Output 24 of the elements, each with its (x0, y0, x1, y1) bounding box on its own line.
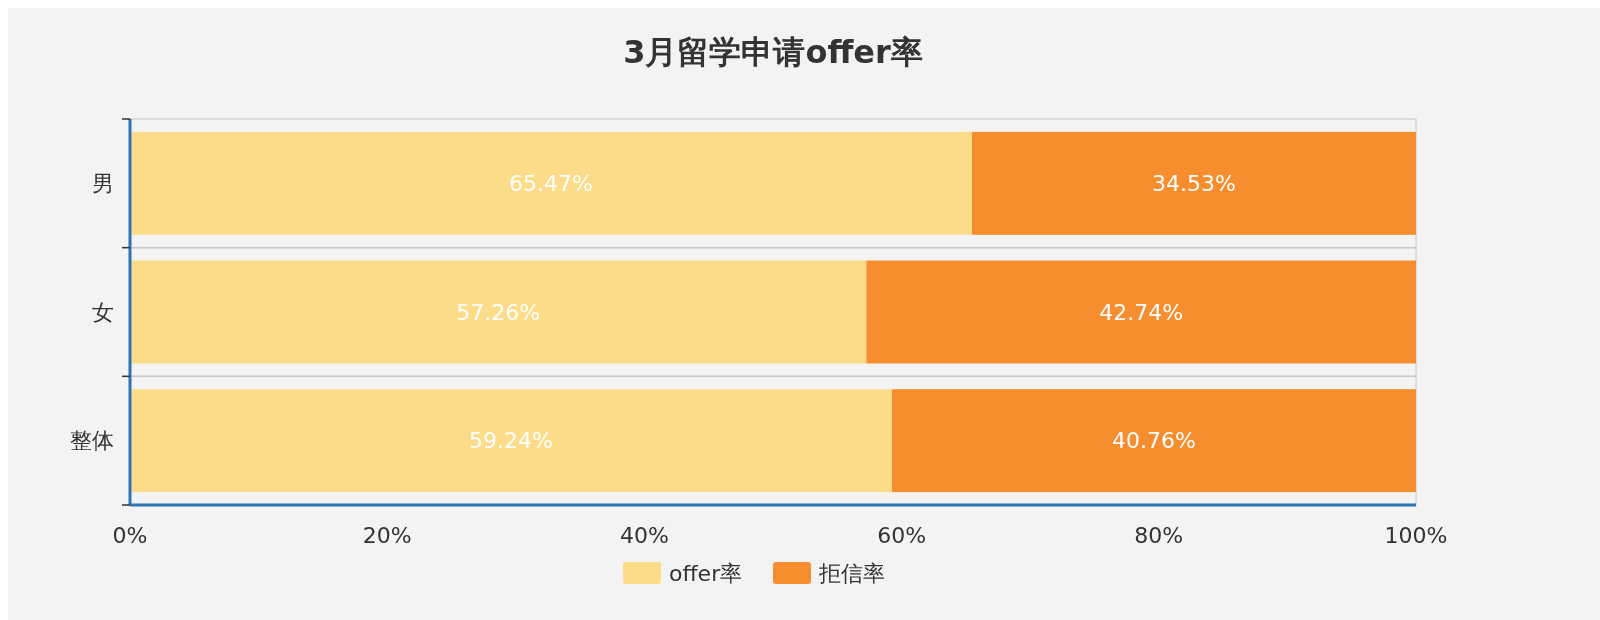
bar (971, 131, 1416, 235)
legend-label: offer率 (669, 560, 743, 586)
y-tick-label: 女 (92, 299, 114, 325)
bar (891, 389, 1416, 493)
x-tick-label: 100% (1384, 523, 1448, 548)
data-label: 34.53% (1152, 171, 1236, 197)
data-label: 65.47% (509, 171, 593, 197)
x-tick-label: 80% (1134, 523, 1184, 548)
bar (130, 389, 892, 493)
x-tick-label: 60% (877, 523, 927, 548)
data-label: 42.74% (1099, 299, 1184, 325)
bar (130, 260, 867, 364)
chart-title: 3月留学申请offer率 (623, 33, 923, 71)
bar (866, 260, 1416, 364)
x-tick-label: 40% (619, 523, 669, 548)
x-tick-label: 0% (112, 523, 148, 548)
x-tick-label: 20% (362, 523, 412, 548)
data-label: 57.26% (456, 299, 541, 325)
data-label: 40.76% (1111, 428, 1196, 454)
y-tick-label: 男 (92, 171, 114, 197)
y-tick-label: 整体 (70, 428, 114, 454)
legend-label: 拒信率 (818, 560, 885, 586)
bar (130, 131, 972, 235)
data-label: 59.24% (468, 428, 553, 454)
